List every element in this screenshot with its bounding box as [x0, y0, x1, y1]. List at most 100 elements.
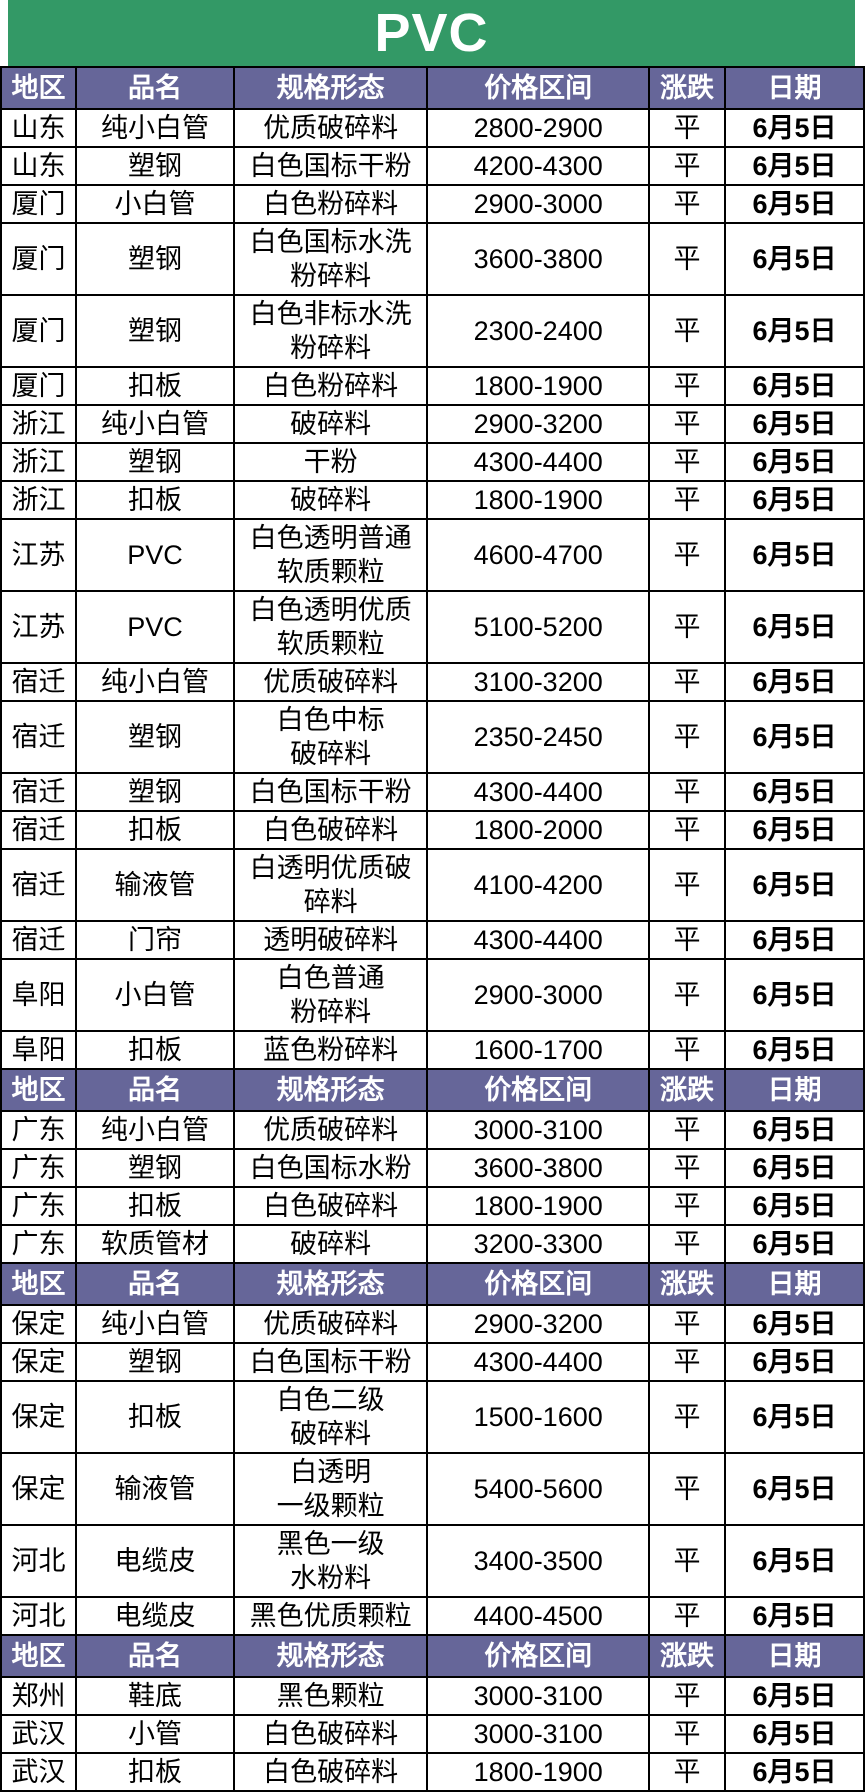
change-cell: 平 — [648, 1752, 727, 1792]
region-cell: 江苏 — [0, 590, 78, 664]
table-row: 广东 塑钢 白色国标水粉 3600-3800 平 6月5日 — [0, 1148, 865, 1188]
product-cell: 扣板 — [75, 1752, 235, 1792]
date-cell: 6月5日 — [724, 1524, 865, 1598]
table-row: 浙江 纯小白管 破碎料 2900-3200 平 6月5日 — [0, 404, 865, 444]
region-cell: 广东 — [0, 1186, 78, 1226]
column-header-spec: 规格形态 — [232, 1068, 429, 1112]
product-cell: 塑钢 — [75, 442, 235, 482]
date-cell: 6月5日 — [724, 442, 865, 482]
page-title: PVC — [374, 3, 489, 63]
spec-cell: 白色破碎料 — [232, 810, 429, 850]
price-cell: 2800-2900 — [426, 108, 651, 148]
header-row: 地区 品名 规格形态 价格区间 涨跌 日期 — [0, 66, 865, 110]
date-cell: 6月5日 — [724, 1030, 865, 1070]
product-cell: 纯小白管 — [75, 1110, 235, 1150]
price-cell: 1500-1600 — [426, 1380, 651, 1454]
region-cell: 保定 — [0, 1304, 78, 1344]
spec-cell: 破碎料 — [232, 480, 429, 520]
region-cell: 浙江 — [0, 442, 78, 482]
product-cell: 软质管材 — [75, 1224, 235, 1264]
region-cell: 宿迁 — [0, 848, 78, 922]
region-cell: 浙江 — [0, 480, 78, 520]
column-header-change: 涨跌 — [648, 1634, 727, 1678]
change-cell: 平 — [648, 442, 727, 482]
column-header-price: 价格区间 — [426, 1068, 651, 1112]
spec-cell: 白色国标水粉 — [232, 1148, 429, 1188]
change-cell: 平 — [648, 1304, 727, 1344]
spec-cell: 优质破碎料 — [232, 108, 429, 148]
date-cell: 6月5日 — [724, 920, 865, 960]
product-cell: 塑钢 — [75, 700, 235, 774]
price-cell: 5400-5600 — [426, 1452, 651, 1526]
table-row: 宿迁 输液管 白透明优质破 碎料 4100-4200 平 6月5日 — [0, 848, 865, 922]
date-cell: 6月5日 — [724, 1596, 865, 1636]
region-cell: 河北 — [0, 1596, 78, 1636]
spec-cell: 干粉 — [232, 442, 429, 482]
product-cell: 电缆皮 — [75, 1596, 235, 1636]
price-cell: 2900-3200 — [426, 1304, 651, 1344]
product-cell: 电缆皮 — [75, 1524, 235, 1598]
table-row: 保定 纯小白管 优质破碎料 2900-3200 平 6月5日 — [0, 1304, 865, 1344]
region-cell: 宿迁 — [0, 810, 78, 850]
price-cell: 4300-4400 — [426, 442, 651, 482]
date-cell: 6月5日 — [724, 810, 865, 850]
change-cell: 平 — [648, 366, 727, 406]
region-cell: 保定 — [0, 1342, 78, 1382]
region-cell: 阜阳 — [0, 1030, 78, 1070]
spec-cell: 白色破碎料 — [232, 1752, 429, 1792]
price-cell: 3000-3100 — [426, 1676, 651, 1716]
spec-cell: 破碎料 — [232, 404, 429, 444]
region-cell: 山东 — [0, 108, 78, 148]
change-cell: 平 — [648, 848, 727, 922]
product-cell: PVC — [75, 590, 235, 664]
spec-cell: 白色国标干粉 — [232, 772, 429, 812]
price-cell: 4100-4200 — [426, 848, 651, 922]
region-cell: 宿迁 — [0, 700, 78, 774]
product-cell: 输液管 — [75, 1452, 235, 1526]
product-cell: 扣板 — [75, 480, 235, 520]
price-cell: 1800-1900 — [426, 480, 651, 520]
date-cell: 6月5日 — [724, 1224, 865, 1264]
product-cell: 小管 — [75, 1714, 235, 1754]
date-cell: 6月5日 — [724, 1452, 865, 1526]
date-cell: 6月5日 — [724, 146, 865, 186]
date-cell: 6月5日 — [724, 848, 865, 922]
table-row: 阜阳 小白管 白色普通 粉碎料 2900-3000 平 6月5日 — [0, 958, 865, 1032]
table-row: 广东 软质管材 破碎料 3200-3300 平 6月5日 — [0, 1224, 865, 1264]
region-cell: 厦门 — [0, 222, 78, 296]
price-cell: 2900-3200 — [426, 404, 651, 444]
table-row: 武汉 小管 白色破碎料 3000-3100 平 6月5日 — [0, 1714, 865, 1754]
change-cell: 平 — [648, 590, 727, 664]
table-row: 江苏 PVC 白色透明普通 软质颗粒 4600-4700 平 6月5日 — [0, 518, 865, 592]
table-row: 郑州 鞋底 黑色颗粒 3000-3100 平 6月5日 — [0, 1676, 865, 1716]
date-cell: 6月5日 — [724, 1186, 865, 1226]
change-cell: 平 — [648, 662, 727, 702]
change-cell: 平 — [648, 1524, 727, 1598]
region-cell: 浙江 — [0, 404, 78, 444]
table-row: 广东 扣板 白色破碎料 1800-1900 平 6月5日 — [0, 1186, 865, 1226]
change-cell: 平 — [648, 1186, 727, 1226]
header-row: 地区 品名 规格形态 价格区间 涨跌 日期 — [0, 1634, 865, 1678]
product-cell: 扣板 — [75, 1030, 235, 1070]
region-cell: 宿迁 — [0, 772, 78, 812]
region-cell: 宿迁 — [0, 920, 78, 960]
table-row: 浙江 塑钢 干粉 4300-4400 平 6月5日 — [0, 442, 865, 482]
table-row: 宿迁 纯小白管 优质破碎料 3100-3200 平 6月5日 — [0, 662, 865, 702]
spec-cell: 透明破碎料 — [232, 920, 429, 960]
spec-cell: 白色破碎料 — [232, 1714, 429, 1754]
price-cell: 4300-4400 — [426, 920, 651, 960]
spec-cell: 白色国标干粉 — [232, 1342, 429, 1382]
price-cell: 1800-1900 — [426, 1752, 651, 1792]
table-row: 武汉 扣板 白色破碎料 1800-1900 平 6月5日 — [0, 1752, 865, 1792]
product-cell: 小白管 — [75, 184, 235, 224]
table-row: 宿迁 塑钢 白色国标干粉 4300-4400 平 6月5日 — [0, 772, 865, 812]
price-cell: 3000-3100 — [426, 1714, 651, 1754]
column-header-region: 地区 — [0, 1634, 78, 1678]
price-cell: 1800-1900 — [426, 366, 651, 406]
table-row: 河北 电缆皮 黑色优质颗粒 4400-4500 平 6月5日 — [0, 1596, 865, 1636]
change-cell: 平 — [648, 1030, 727, 1070]
date-cell: 6月5日 — [724, 222, 865, 296]
date-cell: 6月5日 — [724, 958, 865, 1032]
spec-cell: 白色透明优质 软质颗粒 — [232, 590, 429, 664]
